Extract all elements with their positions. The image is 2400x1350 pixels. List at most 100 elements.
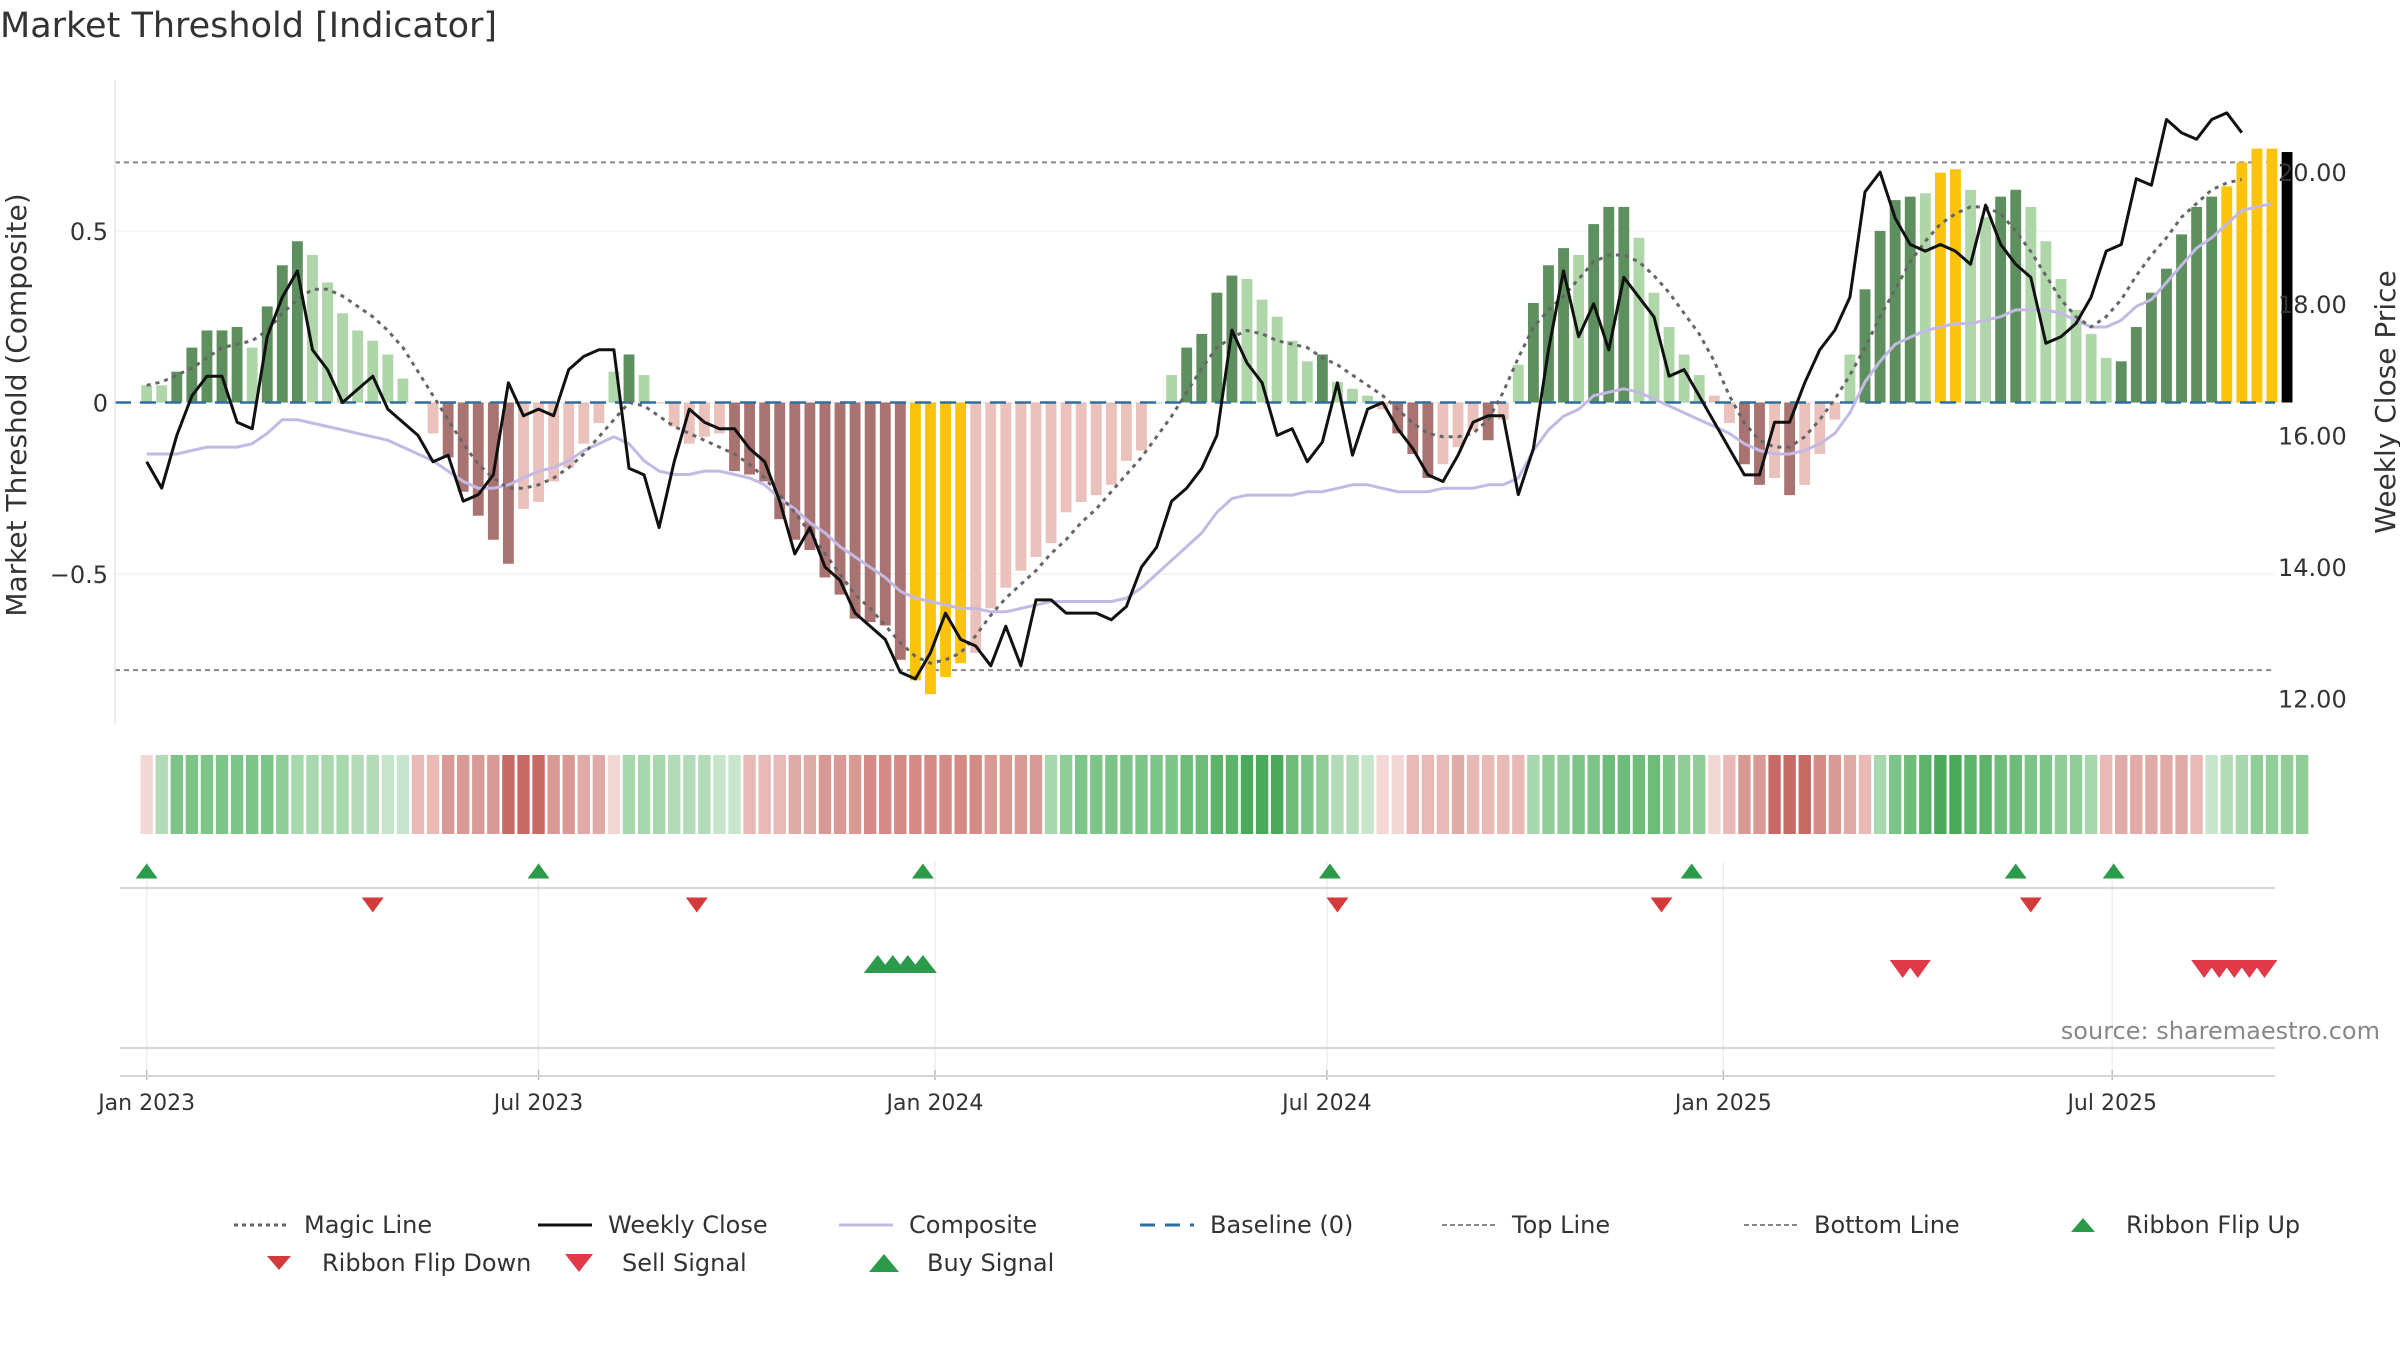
ribbon-cell [1376, 755, 1389, 834]
composite-bar [1904, 196, 1916, 403]
ribbon-cell [336, 755, 349, 834]
composite-bar [1241, 278, 1253, 403]
composite-bar [1301, 361, 1313, 403]
composite-bar [2206, 196, 2218, 403]
ribbon-cell [1075, 755, 1088, 834]
composite-bar [849, 402, 861, 619]
y-axis-label-right: Weekly Close Price [2369, 270, 2400, 533]
ribbon-cell [517, 755, 530, 834]
ribbon-cell [1406, 755, 1419, 834]
composite-bar [276, 265, 288, 403]
composite-bar [970, 402, 982, 653]
composite-bar [1829, 402, 1841, 420]
ribbon-cell [1873, 755, 1887, 834]
composite-bar [2281, 152, 2293, 403]
x-tick-label: Jul 2023 [492, 1091, 584, 1116]
composite-bar [322, 282, 333, 403]
ribbon-cell [1904, 755, 1917, 834]
composite-bar [1271, 316, 1283, 403]
ribbon-cell [441, 755, 455, 834]
legend-label: Bottom Line [1814, 1211, 1960, 1239]
composite-bar [2070, 309, 2082, 403]
ribbon-cell [1240, 755, 1254, 834]
y-tick-label-right: 18.00 [2278, 291, 2347, 319]
ribbon-cell [2039, 755, 2053, 834]
composite-bar [156, 385, 168, 403]
ribbon-cell [1225, 755, 1239, 834]
composite-bar [1558, 248, 1569, 403]
ribbon-cell [1979, 755, 1992, 834]
composite-bar [2025, 206, 2037, 403]
composite-bar [1000, 402, 1012, 588]
ribbon-cell [170, 755, 183, 834]
ribbon-strip [140, 755, 2309, 834]
x-tick-label: Jan 2024 [885, 1091, 984, 1116]
composite-bar [1181, 347, 1193, 403]
ribbon-cell [502, 755, 515, 834]
legend-item-composite: Composite [837, 1207, 1037, 1243]
composite-bar [759, 402, 771, 482]
composite-bar [2145, 292, 2157, 403]
composite-bar [2040, 241, 2052, 403]
ribbon-flip-up-marker [2004, 863, 2027, 879]
ribbon-cell [939, 755, 952, 834]
composite-bar [2100, 357, 2112, 403]
ribbon-cell [1632, 755, 1646, 834]
composite-bar [1512, 364, 1524, 403]
composite-bar [1332, 381, 1343, 403]
ribbon-cell [411, 755, 425, 834]
composite-bar [1286, 340, 1298, 403]
composite-bar [955, 402, 967, 664]
ribbon-cell [1512, 755, 1525, 834]
y-tick-label-left: 0.5 [70, 218, 108, 246]
y-tick-label-left: −0.5 [50, 561, 108, 589]
composite-bar [2161, 268, 2172, 403]
ribbon-cell [1557, 755, 1570, 834]
ribbon-cell [1331, 755, 1344, 834]
ribbon-flip-down-marker [685, 897, 708, 913]
ribbon-cell [803, 755, 817, 834]
composite-bar [186, 347, 198, 403]
composite-bar [307, 254, 318, 403]
composite-bar [1980, 217, 1992, 403]
composite-bar [804, 402, 816, 551]
composite-bar [1105, 402, 1117, 485]
composite-bar [1377, 402, 1389, 410]
composite-bar [2221, 186, 2233, 403]
composite-bar [2236, 162, 2248, 403]
x-tick-label: Jan 2023 [96, 1091, 195, 1116]
composite-bars [141, 148, 2293, 695]
chart-canvas: 0.5 0 −0.5 20.00 18.00 16.00 14.00 12.00 Jan 202… [0, 80, 2400, 1116]
composite-bar [1030, 402, 1042, 557]
ribbon-cell [1949, 755, 1962, 834]
legend-item-sell-signal: Sell Signal [550, 1245, 747, 1281]
composite-bar [397, 378, 409, 403]
composite-bar [1799, 402, 1811, 485]
composite-bar [2251, 148, 2263, 403]
ribbon-flip-up-marker [911, 863, 934, 879]
legend-item-buy-signal: Buy Signal [855, 1245, 1054, 1281]
ribbon-cell [1421, 755, 1435, 834]
ribbon-cell [1587, 755, 1600, 834]
composite-bar [1784, 402, 1796, 496]
ribbon-cell [1723, 755, 1736, 834]
ribbon-cell [1828, 755, 1842, 834]
ribbon-cell [230, 755, 244, 834]
ribbon-cell [1135, 755, 1148, 834]
composite-bar [623, 354, 635, 403]
ribbon-cell [1286, 755, 1299, 834]
composite-bar [698, 402, 710, 437]
ribbon-cell [1029, 755, 1043, 834]
x-tick-label: Jul 2025 [2065, 1091, 2157, 1116]
composite-bar [2130, 327, 2142, 403]
ribbon-cell [562, 755, 575, 834]
ribbon-cell [1497, 755, 1510, 834]
ribbon-cell [472, 755, 485, 834]
legend-label: Ribbon Flip Down [322, 1249, 532, 1277]
composite-bar [442, 402, 454, 458]
composite-bar [2191, 206, 2203, 403]
ribbon-cell [652, 755, 666, 834]
ribbon-cell [607, 755, 621, 834]
composite-bar [1965, 189, 1976, 403]
composite-bar [1452, 402, 1464, 448]
